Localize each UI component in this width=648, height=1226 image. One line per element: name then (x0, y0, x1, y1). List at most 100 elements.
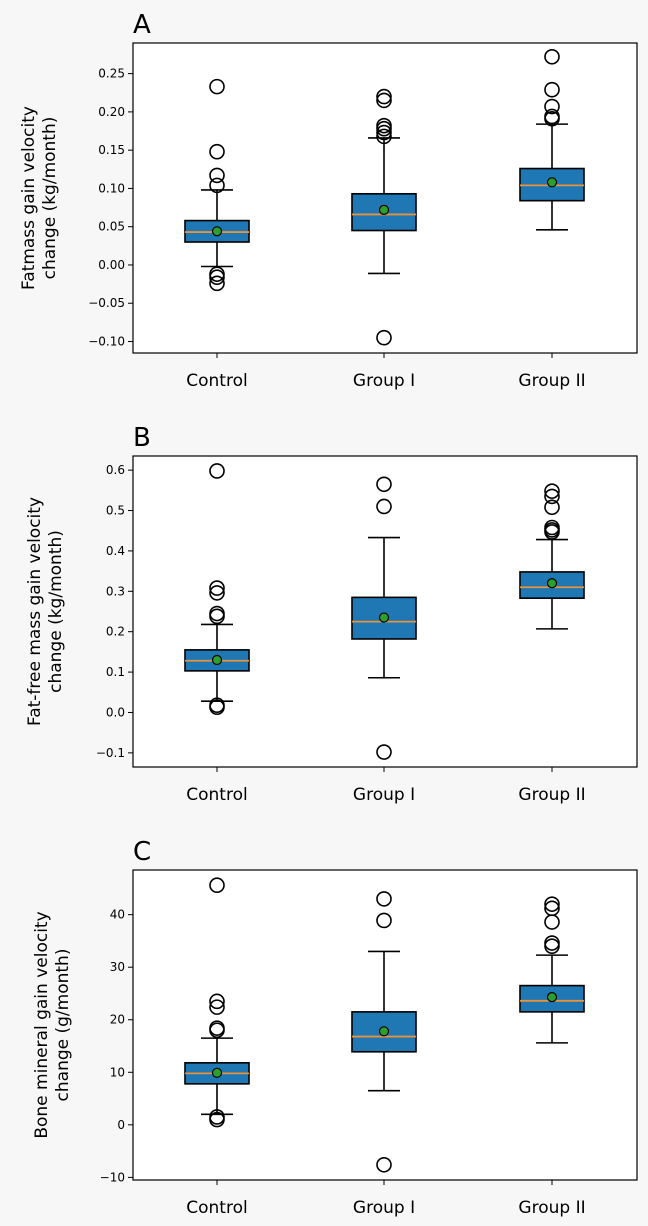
x-tick-label: Group II (518, 1198, 585, 1218)
y-tick-label: −10 (100, 1170, 125, 1184)
outlier-point (544, 938, 560, 954)
mean-marker (546, 992, 558, 1003)
y-axis-label-line: change (g/month) (53, 949, 73, 1102)
panel-letter: A (133, 10, 151, 40)
mean-marker (378, 612, 390, 623)
outlier-point (209, 275, 225, 292)
panel-a: A Fatmass gain velocitychange (kg/month) −… (19, 10, 638, 391)
y-tick-label: 40 (110, 908, 125, 922)
outlier-point (544, 488, 560, 505)
panel-letter: C (133, 837, 151, 867)
y-tick-label: −0.10 (88, 335, 125, 349)
box-control (184, 78, 250, 292)
panel-c: C Bone mineral gain velocitychange (g/mon… (32, 837, 638, 1218)
outlier-point (544, 110, 560, 127)
y-tick-label: 20 (110, 1013, 125, 1027)
outlier-point (376, 329, 392, 346)
outlier-point (209, 877, 225, 894)
outlier-point (209, 999, 225, 1015)
outlier-point (376, 476, 392, 493)
x-tick-label: Group I (353, 785, 415, 805)
box-control (184, 463, 250, 716)
y-tick-label: 0.0 (106, 705, 125, 719)
mean-marker (378, 204, 390, 215)
y-axis-label-line: Bone mineral gain velocity (32, 911, 52, 1138)
mean-marker (211, 1067, 223, 1078)
outlier-point (376, 498, 392, 515)
outlier-point (376, 120, 392, 137)
box-group-i (351, 476, 417, 760)
outlier-point (209, 143, 225, 160)
outlier-point (209, 1111, 225, 1128)
outlier-point (209, 580, 225, 596)
mean-marker (546, 578, 558, 589)
outlier-point (209, 608, 225, 625)
outlier-point (209, 78, 225, 95)
y-axis-label-line: Fat-free mass gain velocity (25, 497, 45, 726)
y-tick-label: 0.4 (106, 544, 125, 558)
x-tick-label: Control (186, 1198, 247, 1218)
y-axis-label-line: change (kg/month) (46, 530, 66, 693)
outlier-point (544, 914, 560, 930)
outlier-point (376, 744, 392, 760)
outlier-point (376, 124, 392, 141)
mean-marker (546, 177, 558, 188)
y-tick-label: 0.10 (98, 181, 125, 195)
y-axis-label: Fat-free mass gain velocitychange (kg/mo… (25, 497, 66, 726)
y-tick-label: 0.00 (98, 258, 125, 272)
outlier-point (544, 896, 560, 912)
outlier-point (544, 524, 560, 540)
mean-marker (378, 1026, 390, 1037)
y-tick-label: 0.20 (98, 105, 125, 119)
y-tick-label: 0.2 (106, 625, 125, 639)
outlier-point (209, 167, 225, 184)
y-tick-label: 0.5 (106, 504, 125, 518)
y-tick-label: 0.25 (98, 67, 125, 81)
outlier-point (544, 98, 560, 115)
outlier-point (376, 912, 392, 929)
outlier-point (544, 81, 560, 98)
x-tick-label: Group II (518, 371, 585, 391)
outlier-point (544, 483, 560, 499)
y-tick-label: 0.1 (106, 665, 125, 679)
y-tick-label: −0.05 (88, 296, 125, 310)
outlier-point (209, 269, 225, 286)
outlier-point (209, 993, 225, 1010)
box-group-ii (519, 48, 585, 231)
outlier-point (209, 1022, 225, 1039)
x-tick-label: Group I (353, 1198, 415, 1218)
y-tick-label: −0.1 (96, 746, 125, 760)
y-axis-label: Fatmass gain velocitychange (kg/month) (19, 106, 60, 290)
outlier-point (544, 48, 560, 65)
y-tick-label: 10 (110, 1065, 125, 1079)
box-group-ii (519, 483, 585, 630)
y-tick-label: 0 (117, 1118, 125, 1132)
outlier-point (376, 128, 392, 145)
x-tick-label: Group I (353, 371, 415, 391)
outlier-point (544, 499, 560, 516)
outlier-point (209, 699, 225, 716)
outlier-point (376, 92, 392, 109)
box-group-i (351, 891, 417, 1173)
panel-letter: B (133, 423, 151, 453)
outlier-point (376, 891, 392, 907)
box-control (184, 877, 250, 1128)
outlier-point (376, 1156, 392, 1173)
y-tick-label: 0.15 (98, 143, 125, 157)
mean-marker (211, 226, 223, 237)
x-tick-label: Group II (518, 785, 585, 805)
y-tick-label: 30 (110, 960, 125, 974)
mean-marker (211, 654, 223, 666)
box-group-i (351, 88, 417, 346)
x-tick-label: Control (186, 371, 247, 391)
y-tick-label: 0.3 (106, 584, 125, 598)
x-tick-label: Control (186, 785, 247, 805)
y-tick-label: 0.6 (106, 463, 125, 477)
outlier-point (209, 463, 225, 479)
y-axis-label-line: change (kg/month) (40, 117, 60, 280)
y-axis-label-line: Fatmass gain velocity (19, 106, 39, 290)
outlier-point (209, 177, 225, 194)
outlier-point (376, 88, 392, 105)
y-tick-label: 0.05 (98, 220, 125, 234)
